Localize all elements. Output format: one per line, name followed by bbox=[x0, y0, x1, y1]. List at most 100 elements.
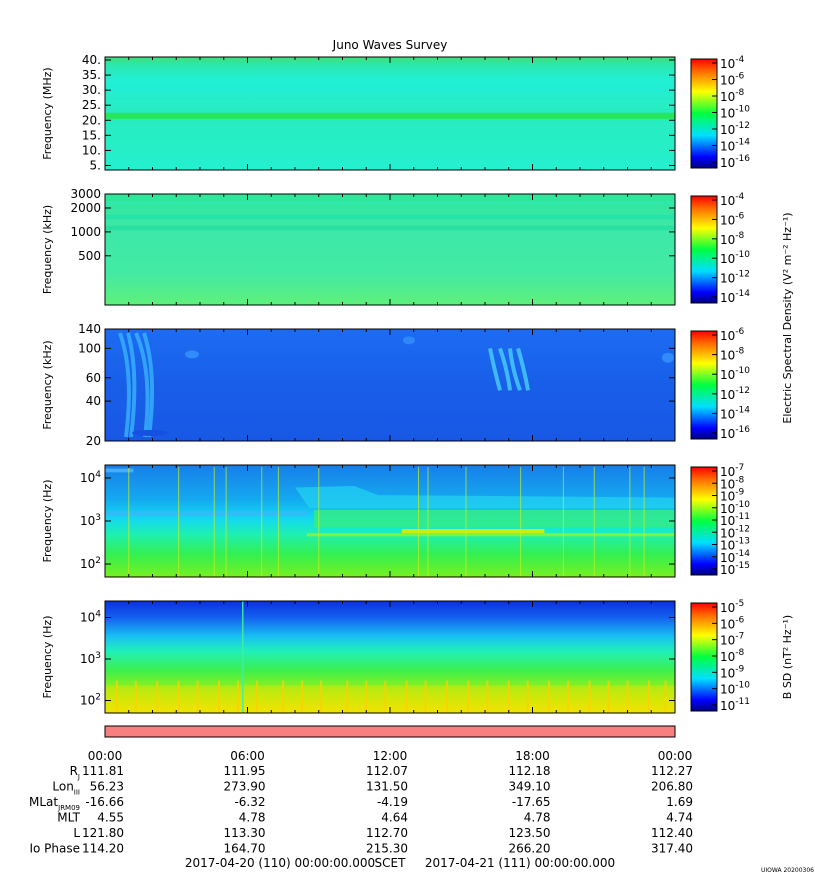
ephemeris-value: 112.70 bbox=[366, 826, 408, 840]
y-axis-label: Frequency (Hz) bbox=[41, 616, 54, 699]
ephemeris-value: -4.19 bbox=[377, 795, 408, 809]
burst-streak bbox=[126, 332, 137, 438]
ephemeris-value: 112.40 bbox=[651, 826, 693, 840]
ephemeris-label: MLatJRM09 bbox=[29, 795, 80, 812]
ephemeris-value: 4.74 bbox=[666, 811, 693, 825]
emission-band bbox=[105, 468, 134, 473]
colorbar-tick-label: 10-6 bbox=[720, 327, 745, 343]
y-tick-label: 60 bbox=[86, 371, 101, 385]
band-2300khz bbox=[105, 201, 675, 205]
chart-title: Juno Waves Survey bbox=[332, 38, 448, 52]
ephemeris-value: 113.30 bbox=[224, 826, 266, 840]
colorbar-tick-label: 10-10 bbox=[720, 105, 750, 121]
ephemeris-value: 317.40 bbox=[651, 842, 693, 856]
ephemeris-value: 4.78 bbox=[239, 811, 266, 825]
panel-4-colorbar: 10-710-810-910-1010-1110-1210-1310-1410-… bbox=[690, 463, 750, 577]
colorbar-tick-label: 10-13 bbox=[720, 537, 750, 553]
time-axis-start: 2017-04-20 (110) 00:00:00.000 bbox=[185, 856, 375, 870]
x-tick-label: 18:00 bbox=[515, 749, 550, 763]
ephemeris-value: 111.81 bbox=[82, 764, 124, 778]
band-30mhz bbox=[105, 87, 675, 92]
magnetic-colorbar-label: B SD (nT² Hz⁻¹) bbox=[781, 615, 794, 699]
y-tick-label: 104 bbox=[80, 610, 101, 625]
colorbar-tick-label: 10-6 bbox=[720, 615, 745, 631]
colorbar-tick-label: 10-16 bbox=[720, 154, 750, 170]
ephemeris-value: 206.80 bbox=[651, 780, 693, 794]
y-tick-label: 100 bbox=[78, 341, 101, 355]
time-tick-labels: 00:00 06:00 12:00 18:00 00:00 bbox=[88, 749, 693, 763]
y-tick-label: 15. bbox=[82, 128, 101, 142]
band-1100khz bbox=[105, 225, 675, 231]
colorbar-tick-label: 10-12 bbox=[720, 121, 750, 137]
y-tick-label: 1000 bbox=[70, 225, 101, 239]
emission-spot bbox=[403, 336, 415, 345]
burst-streak bbox=[516, 347, 530, 391]
y-tick-label: 25. bbox=[82, 98, 101, 112]
colorbar-tick-label: 10-11 bbox=[720, 512, 750, 528]
panel-4: 104 103 102 Frequency (Hz) 10-710-810-910-10… bbox=[41, 463, 750, 578]
ephemeris-table: RJ 111.81 111.95 112.07 112.18 112.27 LonIII 56… bbox=[29, 764, 693, 856]
panel-1: 40.35.30.25.20.15.10.5. Frequency (MHz) 10… bbox=[41, 53, 750, 172]
y-axis-label: Frequency (kHz) bbox=[41, 205, 54, 294]
y-tick-label: 103 bbox=[80, 651, 101, 666]
colorbar-tick-label: 10-8 bbox=[720, 475, 745, 491]
credit-text: UIOWA 20200306 bbox=[761, 867, 814, 874]
colorbar-tick-label: 10-10 bbox=[720, 366, 750, 382]
ephemeris-value: 111.95 bbox=[224, 764, 266, 778]
colorbar-tick-label: 10-10 bbox=[720, 250, 750, 266]
y-tick-label: 140 bbox=[78, 322, 101, 336]
colorbar-tick-label: 10-4 bbox=[720, 55, 745, 71]
ephemeris-value: 112.18 bbox=[509, 764, 551, 778]
y-tick-label: 104 bbox=[80, 470, 101, 485]
colorbar-tick-label: 10-12 bbox=[720, 270, 750, 286]
burst-streak bbox=[134, 332, 150, 438]
colorbar-tick-label: 10-8 bbox=[720, 88, 745, 104]
lowfreq-band bbox=[105, 685, 675, 710]
colorbar-tick-label: 10-14 bbox=[720, 138, 750, 154]
burst-streak bbox=[488, 347, 502, 391]
y-tick-label: 35. bbox=[82, 68, 101, 82]
y-tick-label: 102 bbox=[80, 693, 101, 708]
colorbar-scale bbox=[690, 58, 718, 169]
emission-band bbox=[314, 510, 675, 528]
burst-streak bbox=[118, 332, 131, 438]
colorbar-tick-label: 10-7 bbox=[720, 632, 744, 648]
y-tick-label: 40 bbox=[86, 394, 101, 408]
ephemeris-label: MLT bbox=[57, 811, 80, 825]
colorbar-tick-label: 10-8 bbox=[720, 231, 745, 247]
colorbar-tick-label: 10-15 bbox=[720, 561, 750, 577]
ephemeris-value: -17.65 bbox=[512, 795, 551, 809]
colorbar-scale bbox=[690, 330, 718, 440]
ephemeris-value: 131.50 bbox=[366, 780, 408, 794]
panel-3: 140 100 60 40 20 Frequency (kHz) 10-6 10-8 10-10… bbox=[41, 322, 750, 448]
colorbar-tick-label: 10-5 bbox=[720, 599, 744, 615]
ephemeris-value: 112.27 bbox=[651, 764, 693, 778]
emission-spot bbox=[662, 352, 674, 363]
ephemeris-value: 266.20 bbox=[509, 842, 551, 856]
spectrogram-panels: 40.35.30.25.20.15.10.5. Frequency (MHz) 10… bbox=[41, 53, 750, 714]
burst-streak bbox=[508, 348, 522, 392]
y-axis-label: Frequency (kHz) bbox=[41, 340, 54, 429]
x-tick-label: 00:00 bbox=[658, 749, 693, 763]
emission-spot bbox=[132, 429, 168, 436]
colorbar-tick-label: 10-10 bbox=[720, 500, 750, 516]
availability-fill bbox=[104, 725, 676, 738]
y-tick-label: 20 bbox=[86, 434, 101, 448]
electric-colorbar-label: Electric Spectral Density (V² m⁻² Hz⁻¹) bbox=[781, 212, 794, 423]
ephemeris-value: 4.55 bbox=[97, 811, 124, 825]
colorbar-tick-label: 10-9 bbox=[720, 488, 745, 504]
colorbar-tick-label: 10-9 bbox=[720, 664, 745, 680]
emission-band bbox=[306, 533, 675, 537]
y-axis-label: Frequency (MHz) bbox=[41, 67, 54, 159]
colorbar-scale bbox=[690, 195, 718, 304]
y-tick-label: 500 bbox=[78, 249, 101, 263]
y-tick-label: 40. bbox=[82, 53, 101, 67]
panel-3-spectrogram bbox=[105, 329, 675, 441]
colorbar-tick-label: 10-12 bbox=[720, 386, 750, 402]
time-axis-label: SCET bbox=[375, 856, 407, 870]
colorbar-scale bbox=[690, 602, 718, 712]
ephemeris-label: LonIII bbox=[52, 780, 80, 797]
